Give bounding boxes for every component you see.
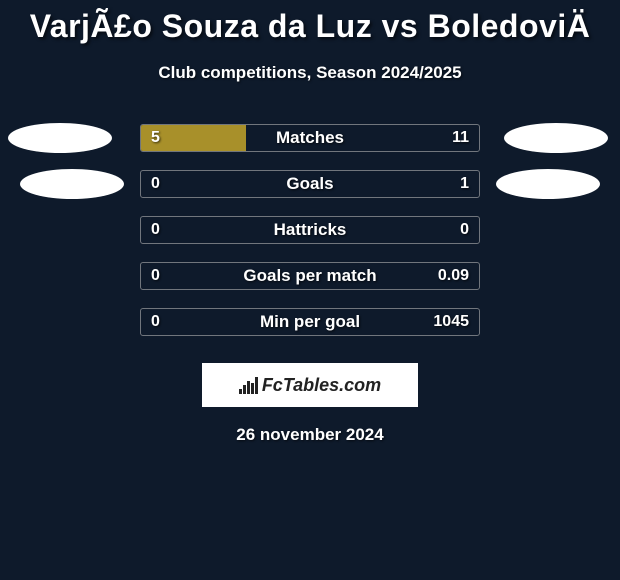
stat-right-value: 0	[460, 221, 469, 239]
stat-label: Goals per match	[243, 266, 376, 286]
stat-bar: 0 0.09 Goals per match	[140, 262, 480, 290]
date-text: 26 november 2024	[0, 425, 620, 445]
stat-right-value: 1045	[433, 313, 469, 331]
stat-row: 5 11 Matches	[0, 115, 620, 161]
stat-left-value: 0	[151, 175, 160, 193]
stat-bar: 0 1045 Min per goal	[140, 308, 480, 336]
brand-box: FcTables.com	[202, 363, 418, 407]
stat-label: Min per goal	[260, 312, 360, 332]
player-right-marker	[504, 123, 608, 153]
stat-bar: 0 0 Hattricks	[140, 216, 480, 244]
brand-text: FcTables.com	[262, 375, 381, 396]
stat-label: Hattricks	[274, 220, 347, 240]
player-right-marker	[496, 169, 600, 199]
stat-right-value: 1	[460, 175, 469, 193]
stat-rows: 5 11 Matches 0 1 Goals 0 0 Hattricks 0 0.09 Goals p…	[0, 115, 620, 345]
stat-row: 0 1045 Min per goal	[0, 299, 620, 345]
stat-right-value: 0.09	[438, 267, 469, 285]
chart-icon	[239, 376, 258, 394]
stat-left-value: 0	[151, 267, 160, 285]
stat-label: Goals	[286, 174, 333, 194]
stat-row: 0 1 Goals	[0, 161, 620, 207]
stat-label: Matches	[276, 128, 344, 148]
stat-left-value: 5	[151, 129, 160, 147]
stat-row: 0 0.09 Goals per match	[0, 253, 620, 299]
stat-bar: 0 1 Goals	[140, 170, 480, 198]
stat-left-value: 0	[151, 313, 160, 331]
stat-bar: 5 11 Matches	[140, 124, 480, 152]
stat-right-value: 11	[452, 129, 469, 147]
player-left-marker	[20, 169, 124, 199]
stat-row: 0 0 Hattricks	[0, 207, 620, 253]
page-subtitle: Club competitions, Season 2024/2025	[0, 63, 620, 83]
page-title: VarjÃ£o Souza da Luz vs BoledoviÄ	[0, 0, 620, 45]
stat-left-value: 0	[151, 221, 160, 239]
player-left-marker	[8, 123, 112, 153]
